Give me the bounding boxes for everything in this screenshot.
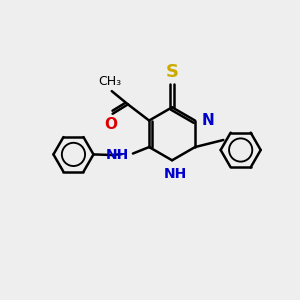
Text: S: S [166,63,178,81]
Text: NH: NH [106,148,129,162]
Text: N: N [202,113,214,128]
Text: O: O [104,117,117,132]
Text: NH: NH [164,167,187,181]
Text: CH₃: CH₃ [99,75,122,88]
